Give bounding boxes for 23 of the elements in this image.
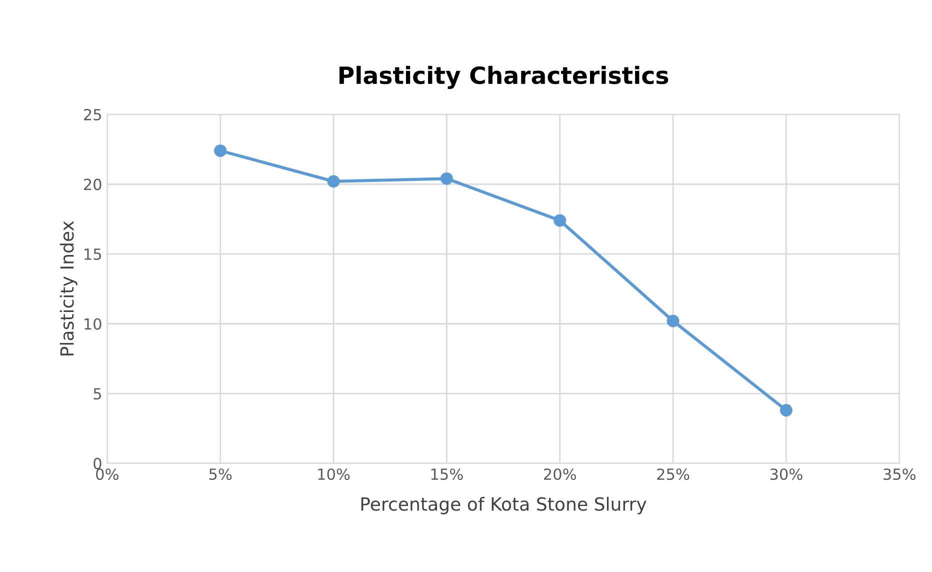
- x-tick-label: 5%: [209, 468, 232, 480]
- x-tick-label: 15%: [431, 468, 463, 480]
- chart-title: Plasticity Characteristics: [339, 66, 668, 89]
- y-tick-label: 25: [84, 108, 101, 120]
- x-tick-label: 10%: [318, 468, 350, 480]
- point: [554, 214, 566, 227]
- y-tick-label: 20: [84, 178, 102, 190]
- x-tick-label: 20%: [544, 468, 576, 480]
- y-tick-label: 0: [94, 458, 102, 470]
- point: [666, 314, 680, 328]
- y-tick-label: 10: [84, 318, 102, 330]
- x-tick-label: 35%: [884, 468, 916, 480]
- point: [780, 404, 792, 417]
- point: [214, 144, 227, 157]
- x-axis-title: Percentage of Kota Stone Slurry: [361, 496, 646, 514]
- y-tick-label: 15: [84, 248, 101, 260]
- point: [440, 172, 453, 185]
- point: [327, 175, 340, 188]
- x-tick-label: 0%: [96, 468, 118, 480]
- y-axis-title: Plasticity Index: [60, 221, 78, 356]
- x-tick-label: 30%: [770, 468, 802, 480]
- y-tick-label: 5: [94, 388, 101, 400]
- x-tick-label: 25%: [657, 468, 690, 480]
